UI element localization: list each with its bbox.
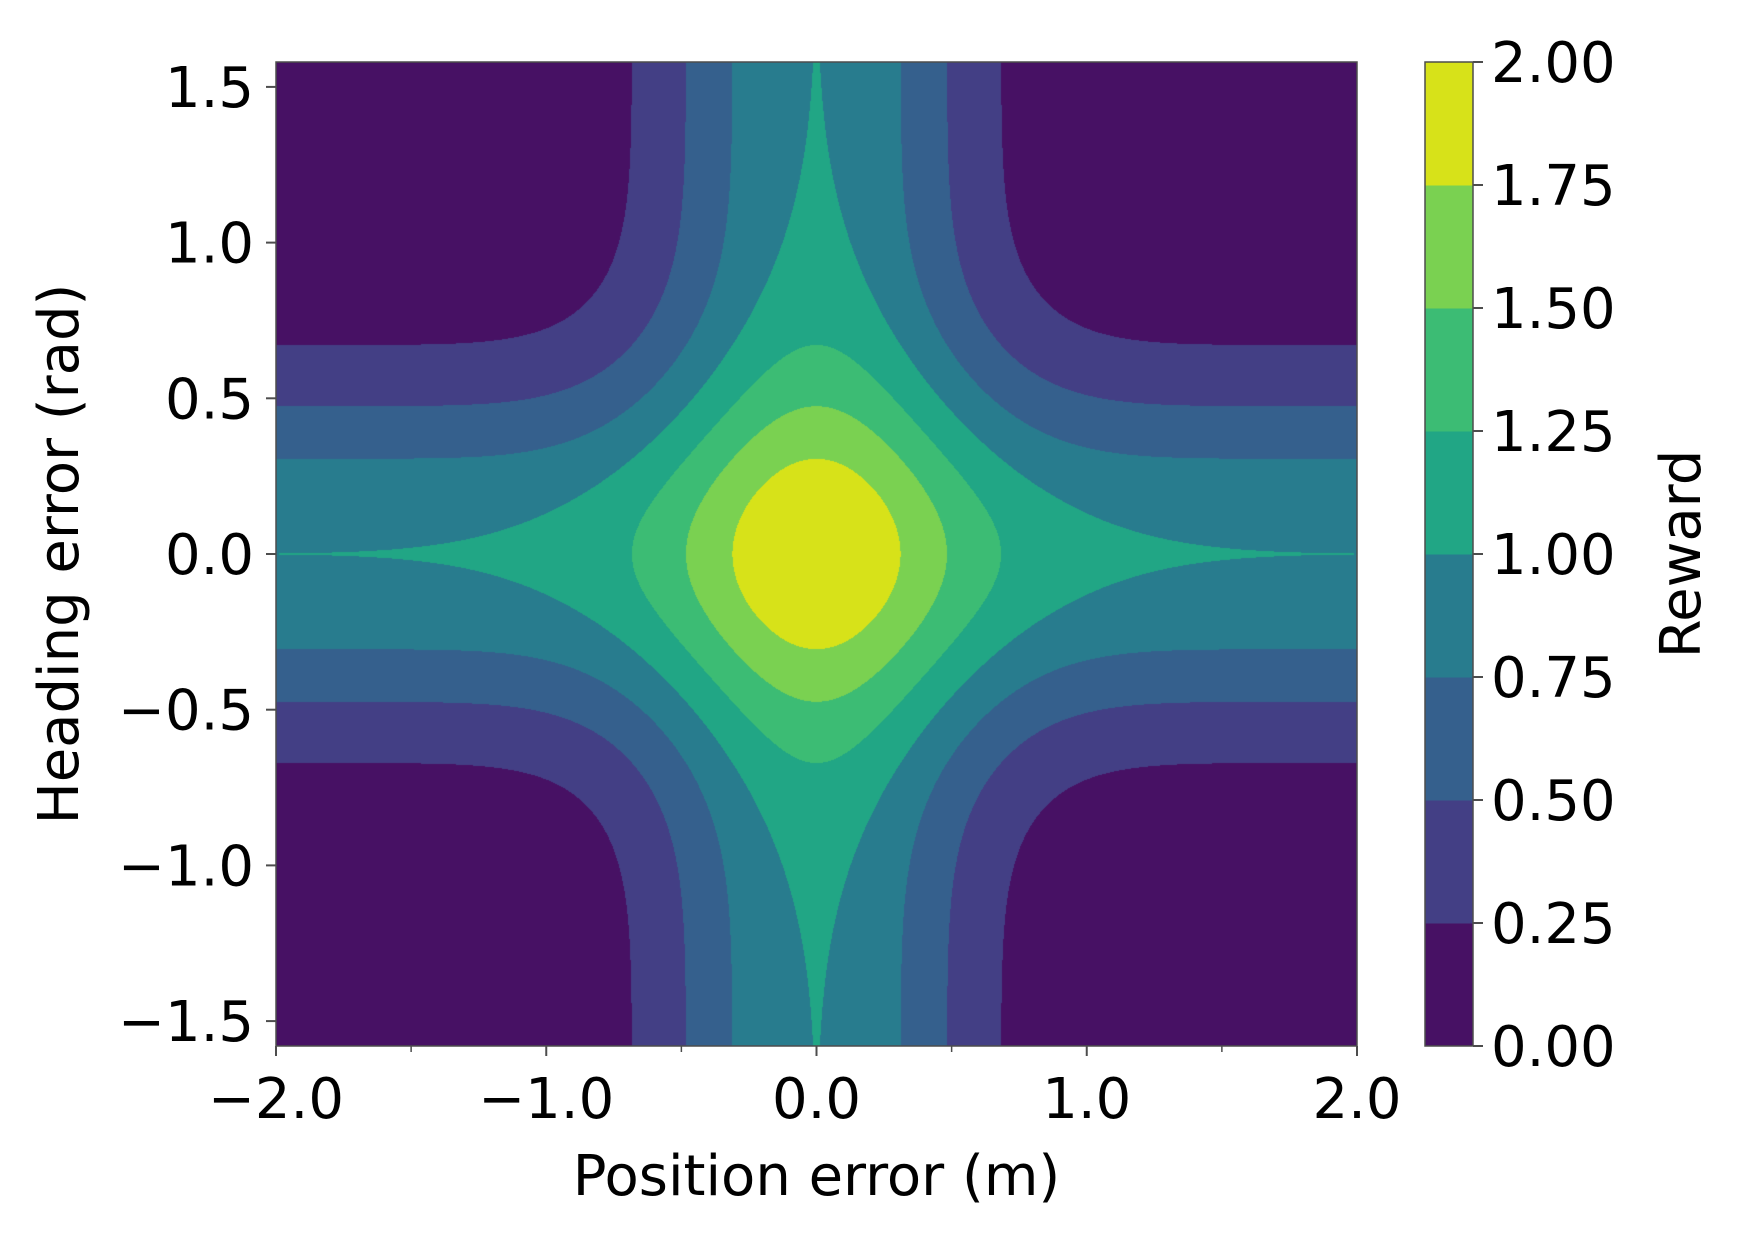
y-tick-label: −1.5	[118, 990, 254, 1055]
axes: −2.0 −1.0 0.0 1.0 2.0 −1.5 −1.0 −0.5 0.0 0.5 1.0 1.…	[118, 56, 1402, 1132]
colorbar-segment	[1425, 800, 1473, 924]
y-tick-label: −0.5	[118, 679, 254, 744]
y-axis-label: Heading error (rad)	[27, 284, 92, 825]
plot-area	[276, 62, 1357, 1046]
x-tick-label: −2.0	[208, 1067, 344, 1132]
colorbar-tick-label: 0.25	[1491, 892, 1616, 957]
colorbar-label: Reward	[1649, 450, 1714, 659]
colorbar-tick-label: 1.00	[1491, 523, 1616, 588]
colorbar-tick-label: 0.75	[1491, 646, 1616, 711]
x-tick-label: −1.0	[478, 1067, 614, 1132]
y-tick-label: 0.0	[165, 523, 254, 588]
y-tick-label: 1.0	[165, 212, 254, 277]
x-tick-label: 1.0	[1042, 1067, 1131, 1132]
colorbar-tick-label: 1.50	[1491, 277, 1616, 342]
x-tick-label: 0.0	[772, 1067, 861, 1132]
colorbar-segment	[1425, 923, 1473, 1047]
contour-fill	[276, 62, 1357, 1046]
x-tick-label: 2.0	[1312, 1067, 1401, 1132]
x-axis-label: Position error (m)	[573, 1144, 1060, 1209]
y-tick-label: 0.5	[165, 367, 254, 432]
colorbar-tick-label: 2.00	[1491, 31, 1616, 96]
colorbar-tick-label: 1.75	[1491, 154, 1616, 219]
colorbar-segment	[1425, 308, 1473, 432]
colorbar-segment	[1425, 185, 1473, 309]
colorbar-tick-label: 0.50	[1491, 769, 1616, 834]
colorbar-segment	[1425, 431, 1473, 555]
colorbar-tick-label: 1.25	[1491, 400, 1616, 465]
colorbar-segment	[1425, 554, 1473, 678]
colorbar-tick-label: 0.00	[1491, 1015, 1616, 1080]
y-tick-label: −1.0	[118, 834, 254, 899]
colorbar: 0.00 0.25 0.50 0.75 1.00 1.25 1.50 1.75 2.00	[1424, 31, 1616, 1080]
colorbar-segment	[1425, 677, 1473, 801]
colorbar-segment	[1425, 62, 1473, 186]
y-tick-label: 1.5	[165, 56, 254, 121]
